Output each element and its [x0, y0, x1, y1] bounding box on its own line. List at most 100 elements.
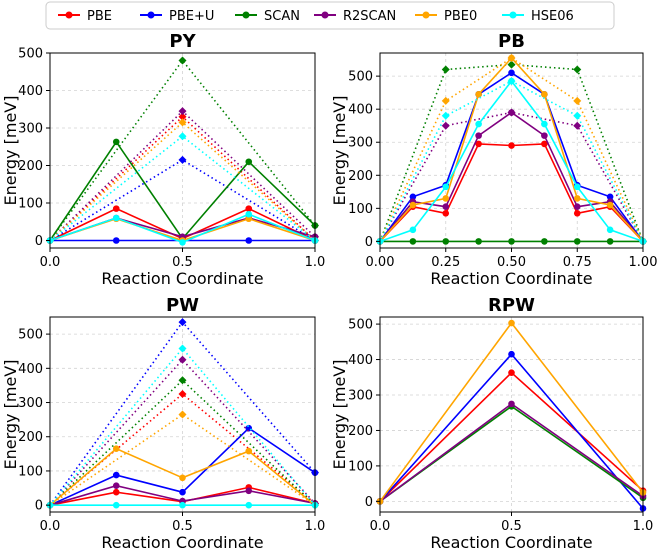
legend-marker-pbe	[65, 11, 73, 19]
y-tick-label: 100	[348, 459, 373, 474]
y-tick-label: 200	[18, 430, 43, 445]
point-r2scan	[442, 203, 450, 210]
point-r2scan	[475, 132, 482, 139]
point-r2scan-diamond	[507, 108, 516, 117]
point-hse06-diamond	[441, 111, 450, 120]
point-hse06	[573, 183, 581, 191]
y-tick-label: 0	[365, 235, 373, 250]
panel-title: PB	[498, 31, 525, 52]
x-tick-label: 0.25	[431, 255, 460, 270]
x-tick-label: 0.00	[366, 255, 395, 270]
legend-label-hse06: HSE06	[531, 9, 574, 24]
point-pbe0-diamond	[507, 53, 516, 62]
point-r2scan-diamond	[441, 121, 450, 130]
y-tick-label: 0	[365, 495, 373, 510]
point-scan	[541, 238, 548, 245]
point-pbe0-diamond	[441, 96, 450, 105]
point-scan-diamond	[441, 65, 450, 74]
point-r2scan	[112, 482, 120, 489]
point-scan	[508, 238, 515, 245]
series-scan-dotted	[379, 63, 644, 242]
legend-marker-scan	[242, 11, 250, 19]
y-tick-label: 500	[18, 47, 43, 62]
y-tick-label: 500	[348, 70, 373, 85]
legend-marker-pbe0	[422, 11, 430, 19]
panel-title: PY	[169, 31, 196, 52]
point-scan	[606, 238, 614, 245]
x-tick-label: 1.00	[629, 255, 658, 270]
y-tick-label: 300	[18, 122, 43, 137]
legend-label-r2scan: R2SCAN	[343, 9, 396, 24]
point-pbe-u	[508, 69, 515, 77]
point-hse06	[112, 214, 120, 222]
point-hse06	[475, 120, 482, 128]
y-tick-label: 200	[18, 159, 43, 174]
point-scan	[475, 238, 482, 245]
point-r2scan	[541, 132, 548, 139]
point-scan	[245, 158, 253, 166]
x-tick-label: 0.0	[40, 519, 61, 534]
point-scan-diamond	[507, 60, 516, 69]
legend-marker-hse06	[509, 11, 517, 19]
point-r2scan-diamond	[573, 121, 582, 130]
x-tick-label: 1.0	[305, 255, 326, 270]
legend-label-pbe+u: PBE+U	[169, 9, 214, 24]
point-pbe	[541, 140, 548, 148]
x-axis-title: Reaction Coordinate	[101, 533, 263, 549]
point-pbe-u	[508, 350, 515, 358]
point-hse06-diamond	[178, 132, 187, 141]
point-r2scan-diamond	[178, 355, 187, 364]
series-hse06-dotted	[49, 347, 316, 506]
point-hse06	[179, 501, 186, 509]
point-hse06-diamond	[507, 77, 516, 86]
point-pbe0-diamond	[573, 96, 582, 105]
point-hse06	[541, 120, 548, 128]
point-r2scan	[508, 400, 515, 408]
point-pbe0	[245, 447, 253, 455]
x-tick-label: 0.5	[501, 519, 522, 534]
series-scan-dotted	[49, 59, 316, 241]
point-pbe0	[409, 201, 417, 209]
y-tick-label: 100	[348, 202, 373, 217]
point-scan	[442, 238, 450, 245]
y-tick-label: 0	[35, 234, 43, 249]
point-hse06	[112, 501, 120, 509]
point-pbe0	[112, 445, 120, 453]
point-pbe-u	[245, 237, 253, 244]
panel-title: RPW	[488, 295, 535, 316]
x-tick-label: 0.0	[370, 519, 391, 534]
legend-marker-pbe+u	[147, 11, 155, 19]
legend-label-pbe0: PBE0	[444, 9, 477, 24]
y-axis-title: Energy [meV]	[1, 96, 20, 206]
y-tick-label: 400	[348, 103, 373, 118]
point-pbe-u	[179, 488, 186, 496]
y-axis-title: Energy [meV]	[1, 360, 20, 470]
point-scan	[573, 238, 581, 245]
y-axis-title: Energy [meV]	[330, 360, 349, 470]
point-hse06	[245, 210, 253, 218]
x-tick-label: 0.0	[40, 255, 61, 270]
point-pbe0	[573, 195, 581, 202]
point-scan	[409, 238, 417, 245]
point-pbe0	[508, 319, 515, 327]
legend-label-scan: SCAN	[264, 9, 300, 24]
point-scan-diamond	[178, 376, 187, 385]
point-pbe-diamond	[178, 389, 187, 398]
point-hse06	[442, 183, 450, 191]
point-pbe0	[606, 201, 614, 209]
y-tick-label: 100	[18, 464, 43, 479]
panel-pw: 0.0 0.5 1.0 0 100 200 300 400 500 PW Reaction Coor…	[1, 295, 325, 549]
point-pbe	[245, 205, 253, 212]
point-pbe	[112, 205, 120, 212]
y-tick-label: 100	[18, 197, 43, 212]
point-pbe-u-diamond	[178, 318, 187, 327]
legend-label-pbe: PBE	[87, 9, 112, 24]
point-pbe0-diamond	[178, 410, 187, 419]
x-axis-title: Reaction Coordinate	[430, 269, 592, 288]
point-r2scan	[573, 203, 581, 210]
legend-marker-r2scan	[321, 11, 329, 19]
y-tick-label: 400	[18, 362, 43, 377]
point-pbe0	[541, 91, 548, 98]
